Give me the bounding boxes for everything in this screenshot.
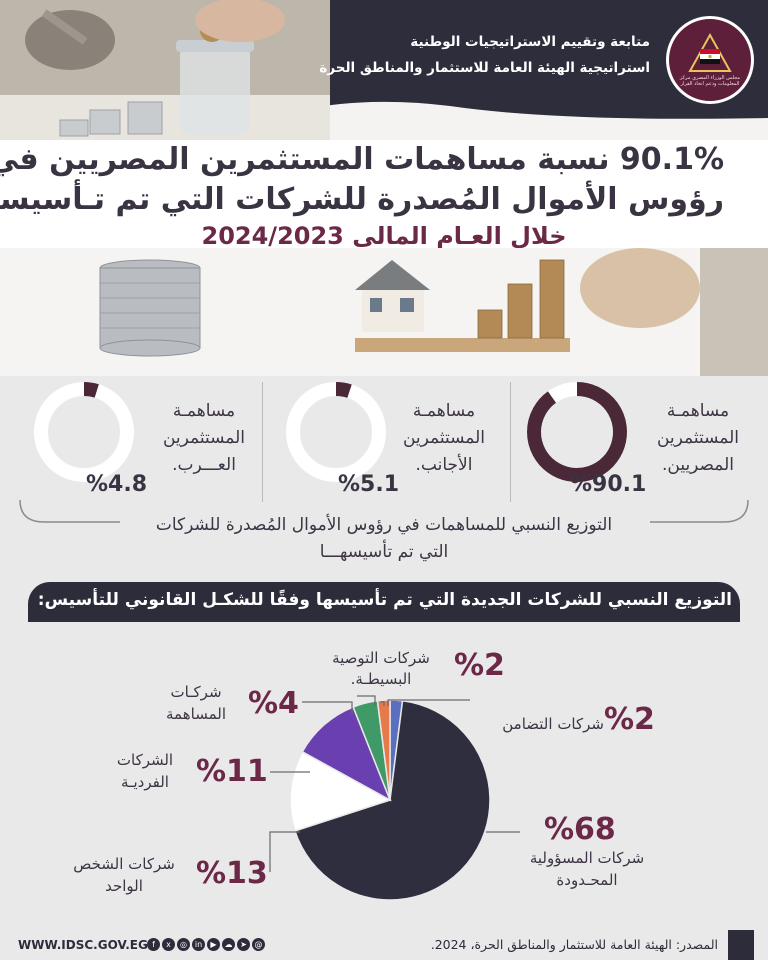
donut-foreign-label-3: الأجانب. bbox=[415, 455, 473, 475]
youtube-icon[interactable]: ▶ bbox=[207, 938, 220, 951]
linkedin-icon[interactable]: in bbox=[192, 938, 205, 951]
donut-arab-label-2: المستثمرين bbox=[162, 428, 246, 448]
facebook-icon[interactable]: f bbox=[147, 938, 160, 951]
label-one-person-2: الواحد bbox=[105, 877, 143, 895]
label-joint-stock-2: المساهمة bbox=[166, 705, 226, 723]
soundcloud-icon[interactable]: ☁ bbox=[222, 938, 235, 951]
label-llc-1: شركات المسؤولية bbox=[529, 849, 645, 867]
footer-accent bbox=[728, 930, 754, 960]
label-one-person-1: شركات الشخص bbox=[73, 855, 175, 873]
leader-line bbox=[387, 699, 470, 706]
pie-slice-0 bbox=[293, 699, 491, 901]
subtitle: خلال العـام المالي 2024/2023 bbox=[201, 222, 567, 250]
donut-arab-value: %4.8 bbox=[86, 472, 148, 497]
label-llc-2: المحـدودة bbox=[556, 871, 618, 889]
leader-line bbox=[357, 695, 376, 706]
donut-caption-line-1: التوزيع النسبي للمساهمات في رؤوس الأموال… bbox=[155, 515, 613, 535]
donut-foreign-label-1: مساهمـة bbox=[412, 401, 476, 421]
label-simple-partnership-1: شركات التوصية bbox=[332, 649, 430, 667]
coins-jar-photo bbox=[0, 0, 330, 140]
donut-value-arc bbox=[527, 382, 627, 482]
main-title-line-1: 90.1% نسبة مساهمات المستثمرين المصريين ف… bbox=[0, 142, 724, 177]
website-link[interactable]: WWW.IDSC.GOV.EG bbox=[18, 938, 148, 952]
pct-simple-partnership: %2 bbox=[454, 648, 505, 683]
donut-0 bbox=[527, 382, 627, 482]
donut-charts bbox=[34, 382, 627, 482]
header-line-2: استراتيجية الهيئة العامة للاستثمار والمن… bbox=[319, 60, 650, 76]
label-solidarity: شركات التضامن bbox=[502, 715, 604, 733]
section-header-bar bbox=[28, 582, 740, 622]
logo-text: مجلس الوزراء المصري مركز المعلومات ودعم … bbox=[679, 75, 741, 87]
instagram-icon[interactable]: ◎ bbox=[177, 938, 190, 951]
pct-joint-stock: %4 bbox=[248, 686, 299, 721]
threads-icon[interactable]: @ bbox=[252, 938, 265, 951]
footer bbox=[0, 932, 768, 960]
pct-llc: %68 bbox=[544, 812, 616, 847]
idsc-logo: مجلس الوزراء المصري مركز المعلومات ودعم … bbox=[666, 16, 754, 104]
pyramid-flag-icon bbox=[688, 33, 732, 72]
divider bbox=[262, 382, 263, 502]
label-sole-proprietorship-2: الفرديـة bbox=[121, 773, 169, 791]
donut-egyptian-label-2: المستثمرين bbox=[656, 428, 740, 448]
footer-source: المصدر: الهيئة العامة للاستثمار والمناطق… bbox=[430, 937, 718, 952]
label-joint-stock-1: شركـات bbox=[170, 683, 222, 701]
label-sole-proprietorship-1: الشركات bbox=[116, 751, 174, 769]
donut-value-arc bbox=[83, 382, 99, 398]
donut-egyptian-label-1: مساهمـة bbox=[666, 401, 730, 421]
donut-2 bbox=[34, 382, 134, 482]
donut-caption-line-2: التي تم تأسيسهـــا bbox=[319, 542, 449, 562]
divider bbox=[510, 382, 511, 502]
donut-value-arc bbox=[335, 382, 352, 398]
donut-arab-label-1: مساهمـة bbox=[172, 401, 236, 421]
donut-foreign-label-2: المستثمرين bbox=[402, 428, 486, 448]
telegram-icon[interactable]: ➤ bbox=[237, 938, 250, 951]
label-simple-partnership-2: البسيطـة. bbox=[350, 670, 412, 688]
x-icon[interactable]: x bbox=[162, 938, 175, 951]
leader-line bbox=[269, 831, 300, 872]
donut-track bbox=[34, 382, 134, 482]
donut-egyptian-label-3: المصريين. bbox=[661, 455, 735, 475]
header-line-1: متابعة وتقييم الاستراتيجيات الوطنية bbox=[410, 34, 650, 50]
donut-arab-label-3: العـــرب. bbox=[172, 455, 236, 475]
donut-1 bbox=[286, 382, 386, 482]
donut-foreign-value: %5.1 bbox=[338, 472, 400, 497]
caption-bracket bbox=[19, 500, 749, 523]
house-coins-photo bbox=[0, 248, 768, 378]
pie-slice-1 bbox=[289, 750, 392, 832]
pct-one-person: %13 bbox=[196, 856, 268, 891]
donut-egyptian-value: %90.1 bbox=[570, 472, 647, 497]
leader-line bbox=[380, 701, 385, 706]
donut-track bbox=[286, 382, 386, 482]
pct-sole-proprietorship: %11 bbox=[196, 754, 268, 789]
main-title-line-2: رؤوس الأموال المُصدرة للشركات التي تم تـ… bbox=[0, 182, 724, 217]
legal-form-pie-chart bbox=[269, 695, 520, 901]
pct-solidarity: %2 bbox=[604, 702, 655, 737]
leader-line bbox=[302, 701, 353, 714]
section-title: التوزيع النسبي للشركات الجديدة التي تم ت… bbox=[37, 590, 732, 610]
